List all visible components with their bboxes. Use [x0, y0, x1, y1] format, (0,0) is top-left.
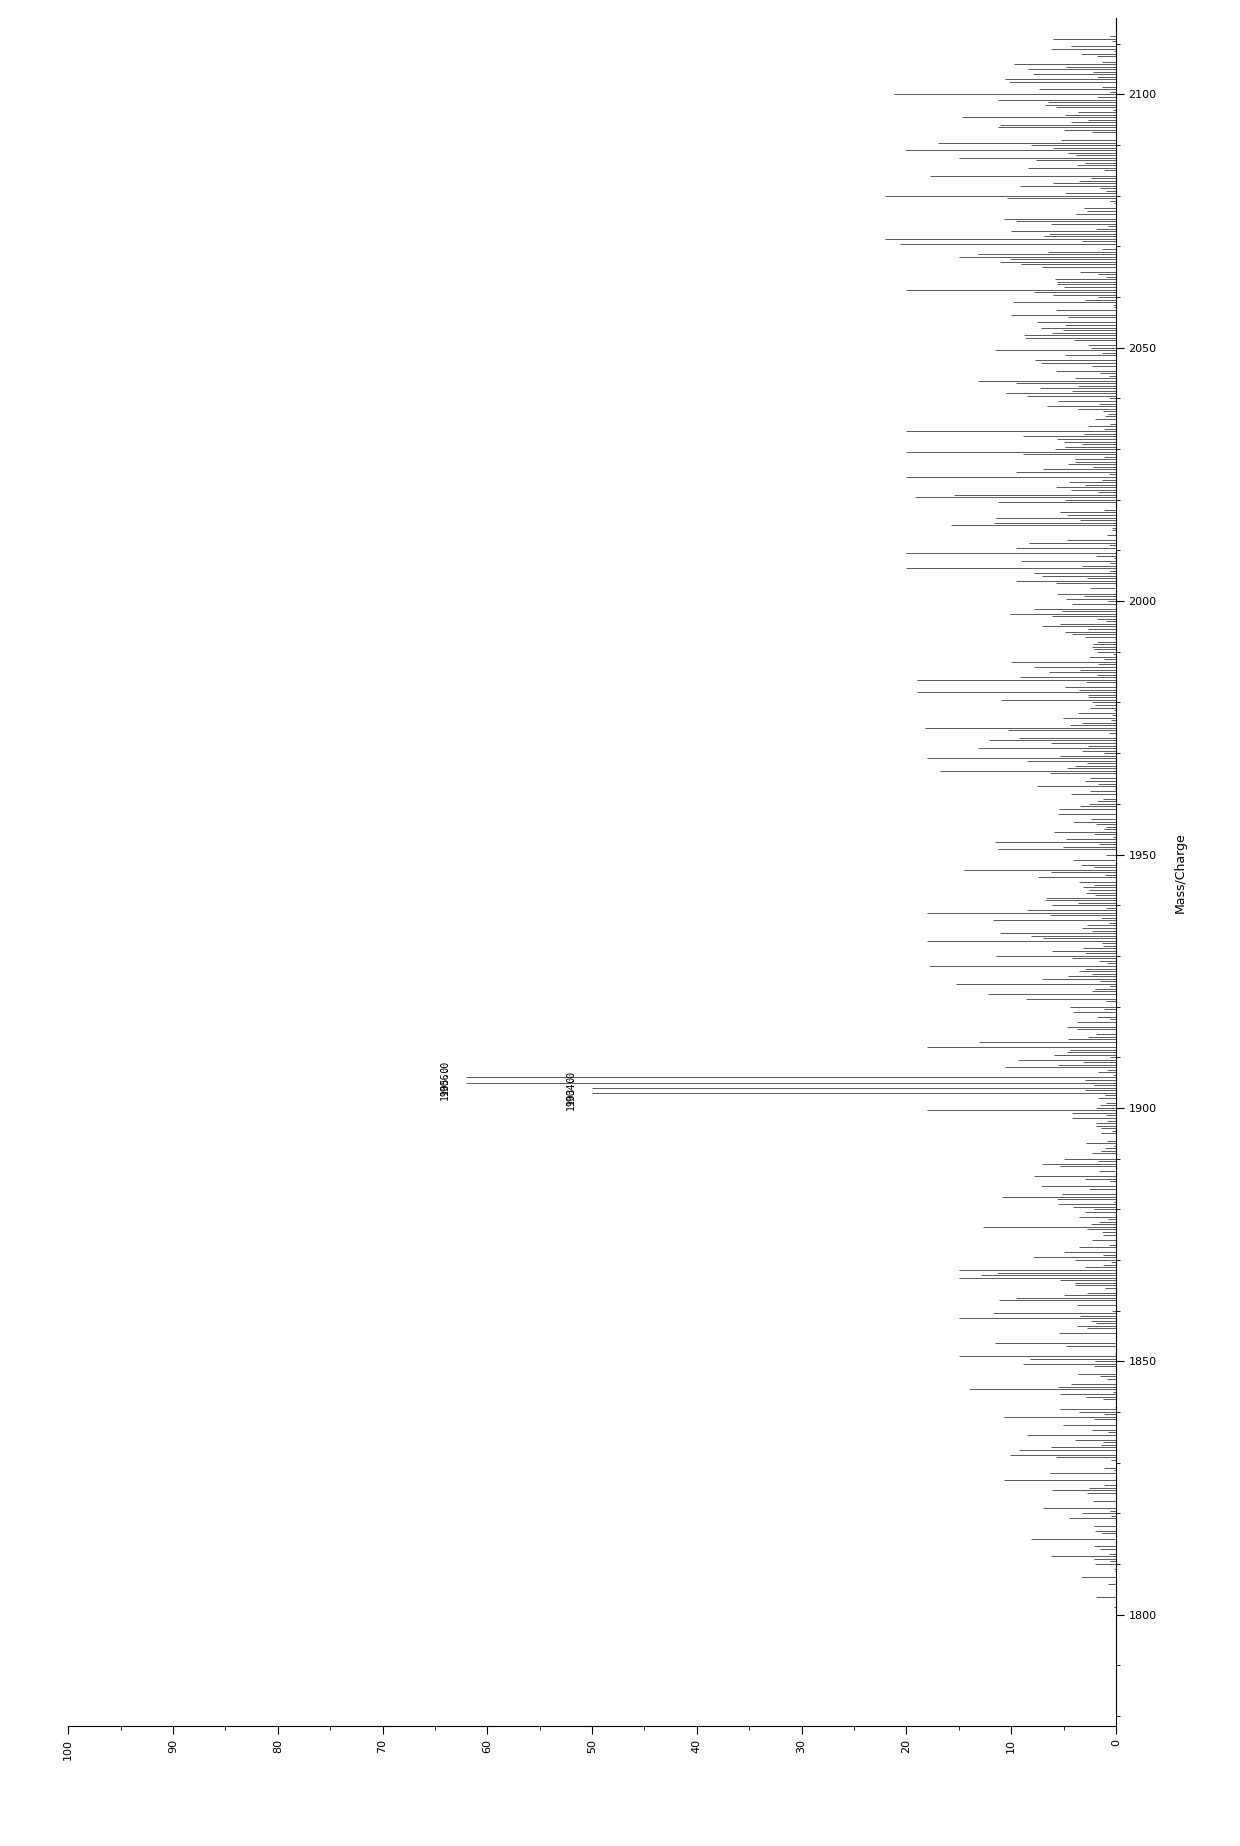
Y-axis label: Mass/Charge: Mass/Charge: [1173, 833, 1187, 912]
Text: 1905.0: 1905.0: [440, 1065, 450, 1100]
Text: 1903.0: 1903.0: [565, 1074, 575, 1109]
Text: 1904.0: 1904.0: [565, 1071, 575, 1106]
Text: 1906.0: 1906.0: [440, 1060, 450, 1095]
